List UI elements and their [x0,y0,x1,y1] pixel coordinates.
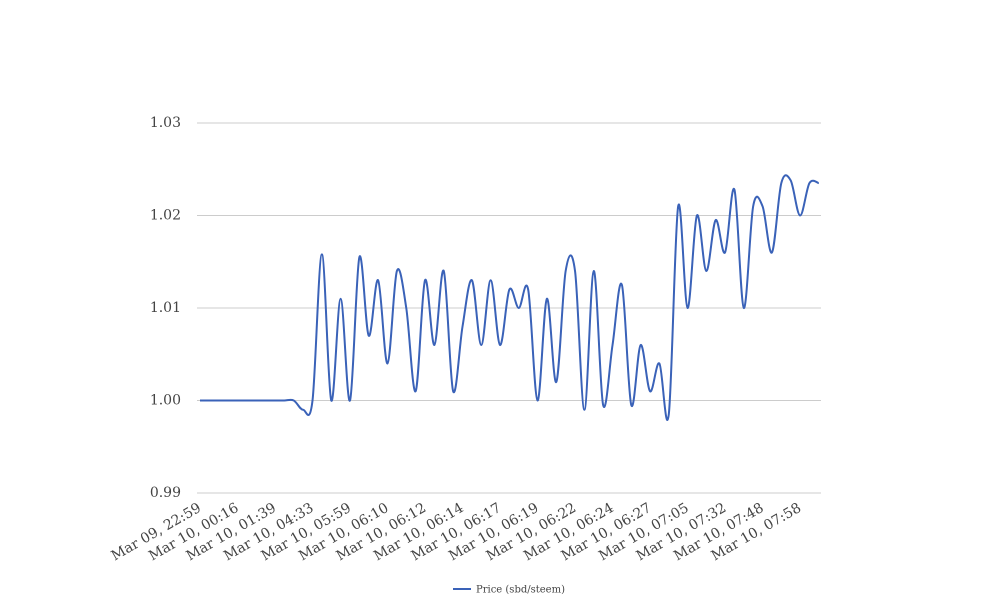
price-line [199,174,820,421]
y-tick-label: 1.02 [150,208,181,224]
y-tick-label: 1.01 [150,300,181,316]
y-tick-label: 1.03 [150,115,181,131]
y-tick-label: 0.99 [150,485,181,501]
legend-label: Price (sbd/steem) [476,585,565,596]
y-tick-label: 1.00 [150,393,181,409]
